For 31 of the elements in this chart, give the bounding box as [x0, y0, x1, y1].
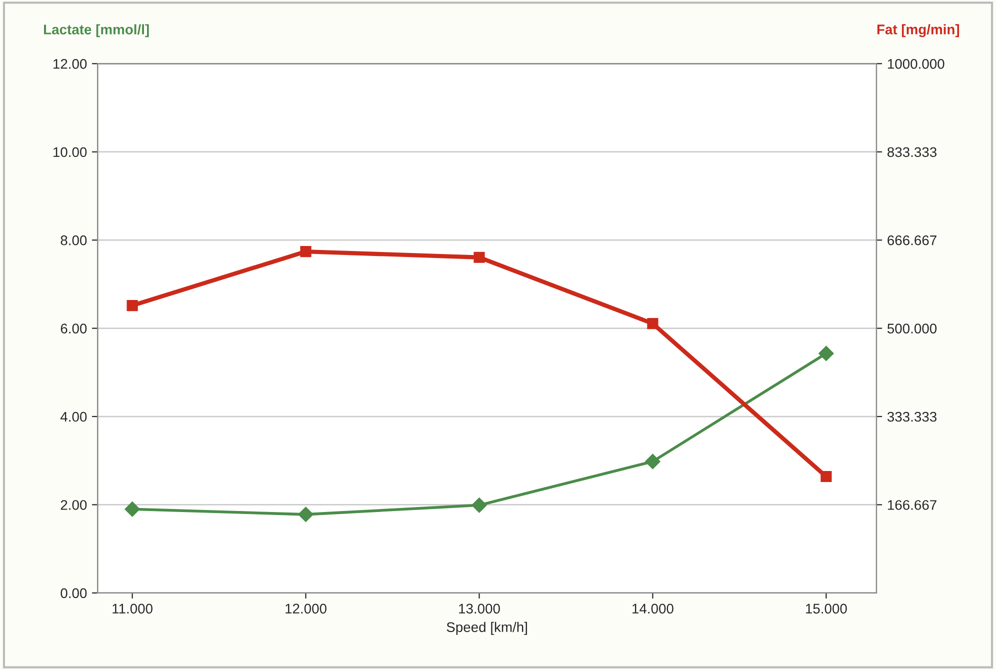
point	[474, 252, 485, 263]
x-tick-label: 15.000	[806, 604, 847, 614]
y-tick-label: 6.00	[60, 324, 87, 334]
y-tick-label: 4.00	[60, 412, 87, 422]
y2-tick-label: 1000.000	[888, 58, 944, 69]
point	[124, 502, 140, 517]
y-tick-label: 0.00	[60, 588, 87, 598]
y-axis-title: Lactate [mmol/l]	[44, 24, 149, 38]
y2-tick-label: 333.333	[887, 412, 936, 422]
x-tick-label: 11.000	[112, 604, 152, 614]
y-tick-label: 2.00	[60, 500, 87, 510]
point	[818, 346, 834, 362]
y-tick-label: 8.00	[60, 235, 87, 246]
y-tick-label: 10.00	[54, 147, 87, 158]
x-tick-label: 13.000	[459, 604, 500, 614]
x-axis-title: Speed [km/h]	[446, 622, 527, 635]
y2-tick-label: 833.333	[888, 147, 936, 158]
x-tick-label: 12.000	[286, 604, 326, 614]
point	[647, 318, 658, 330]
y2-tick-label: 500.000	[887, 324, 937, 334]
point	[298, 506, 314, 522]
y2-tick-label: 666.667	[888, 235, 936, 246]
y2-tick-label: 166.667	[888, 500, 936, 510]
point	[472, 498, 487, 513]
y2-axis-title: Fat [mg/min]	[877, 24, 960, 38]
point	[820, 470, 832, 482]
y-tick-label: 12.00	[54, 58, 87, 69]
point	[645, 454, 660, 470]
x-tick-label: 14.000	[632, 604, 674, 614]
point	[300, 246, 312, 258]
point	[126, 300, 138, 312]
